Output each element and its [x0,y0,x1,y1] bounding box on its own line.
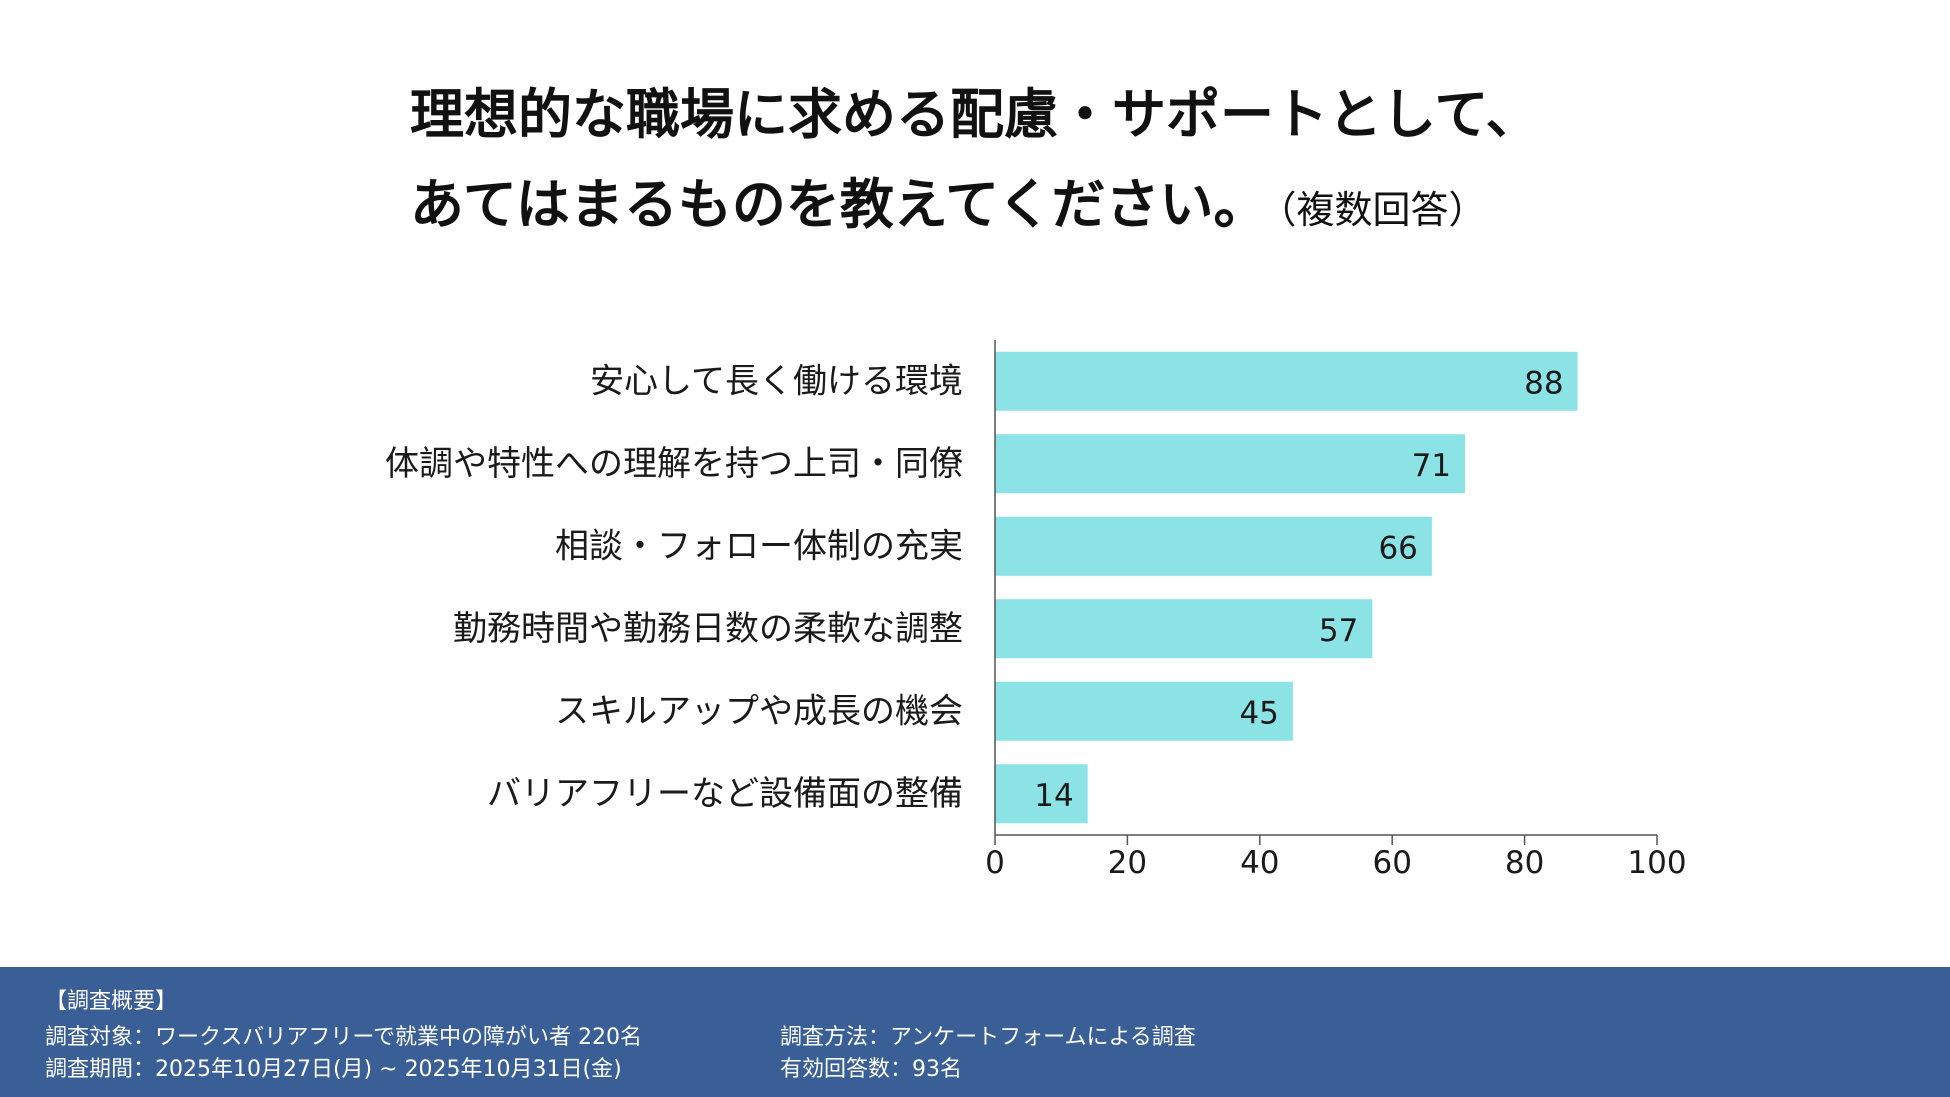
data-label: 66 [1378,530,1417,566]
category-label: 体調や特性への理解を持つ上司・同僚 [385,444,963,484]
survey-method: 調査方法：アンケートフォームによる調査 [780,1025,1196,1050]
survey-period: 調査期間：2025年10月27日(月) ~ 2025年10月31日(金) [45,1057,622,1082]
survey-target: 調査対象：ワークスバリアフリーで就業中の障がい者 220名 [45,1025,643,1050]
x-tick-label: 60 [1372,845,1411,881]
title-line-2-text: あてはまるものを教えてください。 [410,173,1268,236]
footer-heading: 【調査概要】 [45,989,178,1014]
x-tick-label: 100 [1627,845,1686,881]
category-label: 相談・フォロー体制の充実 [555,526,963,566]
data-label: 45 [1239,695,1278,731]
data-label: 14 [1034,778,1073,814]
category-label: 勤務時間や勤務日数の柔軟な調整 [453,609,963,649]
title-line-1: 理想的な職場に求める配慮・サポートとして、 [410,83,1540,146]
data-label: 57 [1319,613,1358,649]
x-tick-label: 80 [1505,845,1544,881]
category-label: バリアフリーなど設備面の整備 [487,774,963,814]
bar [995,516,1432,576]
x-tick-label: 20 [1108,845,1147,881]
bar-chart: 安心して長く働ける環境 88 体調や特性への理解を持つ上司・同僚 71 相談・フォロー体… [385,340,1687,881]
bar [995,681,1293,741]
bar [995,351,1578,411]
x-tick-label: 40 [1240,845,1279,881]
data-label: 88 [1524,365,1563,401]
x-tick-label: 0 [985,845,1005,881]
survey-footer: 【調査概要】 調査対象：ワークスバリアフリーで就業中の障がい者 220名 調査期… [0,967,1950,1097]
bar [995,434,1466,494]
chart-title: 理想的な職場に求める配慮・サポートとして、 あてはまるものを教えてください。 （複… [410,70,1540,255]
bar [995,764,1088,824]
title-line-2: あてはまるものを教えてください。 （複数回答） [410,160,1540,255]
data-label: 71 [1412,448,1451,484]
title-note: （複数回答） [1277,188,1487,232]
category-label: 安心して長く働ける環境 [590,361,963,401]
bar [995,599,1373,659]
survey-responses: 有効回答数：93名 [780,1057,962,1082]
category-label: スキルアップや成長の機会 [555,691,963,731]
